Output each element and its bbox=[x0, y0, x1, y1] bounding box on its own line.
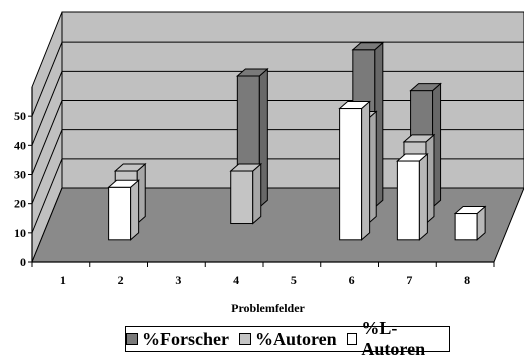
y-tick-label: 0 bbox=[20, 255, 26, 269]
bar-top bbox=[396, 153, 429, 162]
bars bbox=[107, 41, 487, 241]
bar-top bbox=[113, 163, 147, 172]
bar-top bbox=[235, 68, 269, 77]
legend-swatch-l-autoren bbox=[346, 333, 358, 345]
gridline bbox=[31, 158, 63, 234]
x-tick-label: 7 bbox=[406, 273, 412, 287]
x-tick-label: 5 bbox=[291, 273, 297, 287]
bar bbox=[229, 162, 263, 225]
bar-side bbox=[130, 179, 140, 241]
x-tick-labels: 1 2 3 4 5 6 7 8 bbox=[60, 273, 470, 287]
bar-front bbox=[339, 108, 363, 241]
bar-side bbox=[252, 162, 262, 225]
x-tick-label: 8 bbox=[464, 273, 470, 287]
legend-item-forscher: %Forscher bbox=[126, 329, 229, 350]
gridline bbox=[31, 129, 63, 204]
bar-top bbox=[402, 134, 436, 143]
bar-front bbox=[230, 170, 254, 225]
y-tick-label: 30 bbox=[14, 168, 26, 182]
legend-swatch-autoren bbox=[238, 333, 251, 345]
bar bbox=[338, 100, 371, 241]
gridline bbox=[31, 100, 63, 175]
x-tick-label: 4 bbox=[233, 273, 239, 287]
legend-label-l-autoren: %L-Autoren bbox=[361, 318, 426, 359]
bar-top bbox=[229, 163, 263, 172]
x-axis-title: Problemfelder bbox=[231, 301, 305, 315]
legend-label-forscher: %Forscher bbox=[142, 328, 229, 349]
bar-front bbox=[454, 213, 478, 241]
x-tick-label: 3 bbox=[175, 273, 181, 287]
bar-top bbox=[409, 83, 442, 92]
legend-item-l-autoren: %L-Autoren bbox=[346, 318, 449, 360]
chart-area: 0 10 20 30 40 50 1 2 3 4 5 6 7 8 Problemfelder bbox=[14, 11, 524, 315]
legend-item-autoren: %Autoren bbox=[238, 328, 337, 350]
gridline bbox=[31, 41, 63, 117]
bar-front bbox=[108, 186, 132, 241]
legend-swatch-forscher bbox=[126, 333, 138, 345]
legend: %Forscher %Autoren %L-Autoren bbox=[125, 318, 450, 359]
axes bbox=[28, 87, 495, 267]
y-tick-labels: 0 10 20 30 40 50 bbox=[14, 109, 26, 269]
x-tick-label: 2 bbox=[118, 273, 124, 287]
x-tick-label: 6 bbox=[349, 273, 355, 287]
gridlines bbox=[31, 41, 524, 234]
bar bbox=[107, 179, 140, 241]
bar-top bbox=[351, 42, 385, 51]
y-tick-label: 20 bbox=[14, 197, 26, 211]
y-tick-label: 50 bbox=[14, 109, 26, 123]
y-tick-label: 40 bbox=[14, 138, 26, 152]
chart-floor bbox=[31, 187, 524, 263]
bar-top bbox=[338, 101, 371, 110]
bar-front bbox=[396, 160, 420, 241]
y-tick-label: 10 bbox=[14, 226, 26, 240]
legend-label-autoren: %Autoren bbox=[254, 328, 337, 349]
gridline bbox=[31, 71, 63, 146]
bar-side bbox=[361, 100, 371, 241]
bar-top bbox=[107, 179, 140, 188]
bar-side bbox=[418, 152, 428, 241]
bar bbox=[396, 152, 429, 241]
bar bbox=[453, 205, 487, 241]
bar-top bbox=[453, 206, 487, 215]
x-tick-label: 1 bbox=[60, 273, 66, 287]
